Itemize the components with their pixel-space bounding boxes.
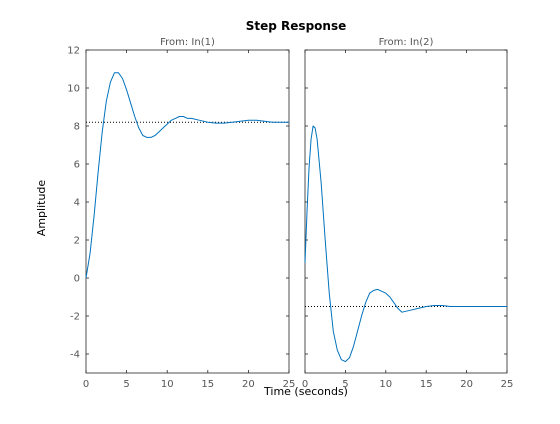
y-tick-label: 12 <box>67 46 80 57</box>
x-tick-label: 20 <box>460 379 473 390</box>
y-tick-label: 8 <box>74 122 80 133</box>
x-tick-label: 5 <box>123 379 129 390</box>
x-tick-label: 15 <box>420 379 433 390</box>
panel-subtitle: From: In(2) <box>379 37 434 48</box>
y-axis-label: Amplitude <box>35 180 48 237</box>
panels-group: From: In(1)0 5 10 15 20 25-4-2024681012From: … <box>67 37 513 390</box>
panel-axes-box <box>304 49 508 374</box>
panel-2: From: In(2) 0 5 10 15 20 25 <box>302 37 514 390</box>
panel-axes-box <box>85 49 290 374</box>
panel-subtitle: From: In(1) <box>160 37 215 48</box>
x-tick-label: 5 <box>342 379 348 390</box>
y-tick-label: 2 <box>74 236 80 247</box>
x-tick-label: 25 <box>283 379 296 390</box>
step-response-line[interactable] <box>304 125 507 363</box>
x-tick-label: 20 <box>242 379 255 390</box>
x-tick-label: 25 <box>501 379 514 390</box>
chart-title: Step Response <box>246 19 346 33</box>
panel-1: From: In(1) 0 5 10 15 20 25 -4 -2 0 2 4 6 8 10 12 <box>67 37 295 390</box>
y-tick-label: 4 <box>74 198 80 209</box>
x-tick-label: 0 <box>83 379 89 390</box>
y-tick-label: 6 <box>74 160 80 171</box>
y-tick-label: -4 <box>70 350 80 361</box>
x-tick-label: 10 <box>161 379 174 390</box>
x-axis-label: Time (seconds) <box>263 385 348 398</box>
x-tick-label: 15 <box>201 379 214 390</box>
step-response-line[interactable] <box>85 72 289 279</box>
y-tick-label: 0 <box>74 274 80 285</box>
x-tick-label: 10 <box>379 379 392 390</box>
y-tick-label: -2 <box>70 312 80 323</box>
y-tick-label: 10 <box>67 84 80 95</box>
x-tick-label: 0 <box>302 379 308 390</box>
